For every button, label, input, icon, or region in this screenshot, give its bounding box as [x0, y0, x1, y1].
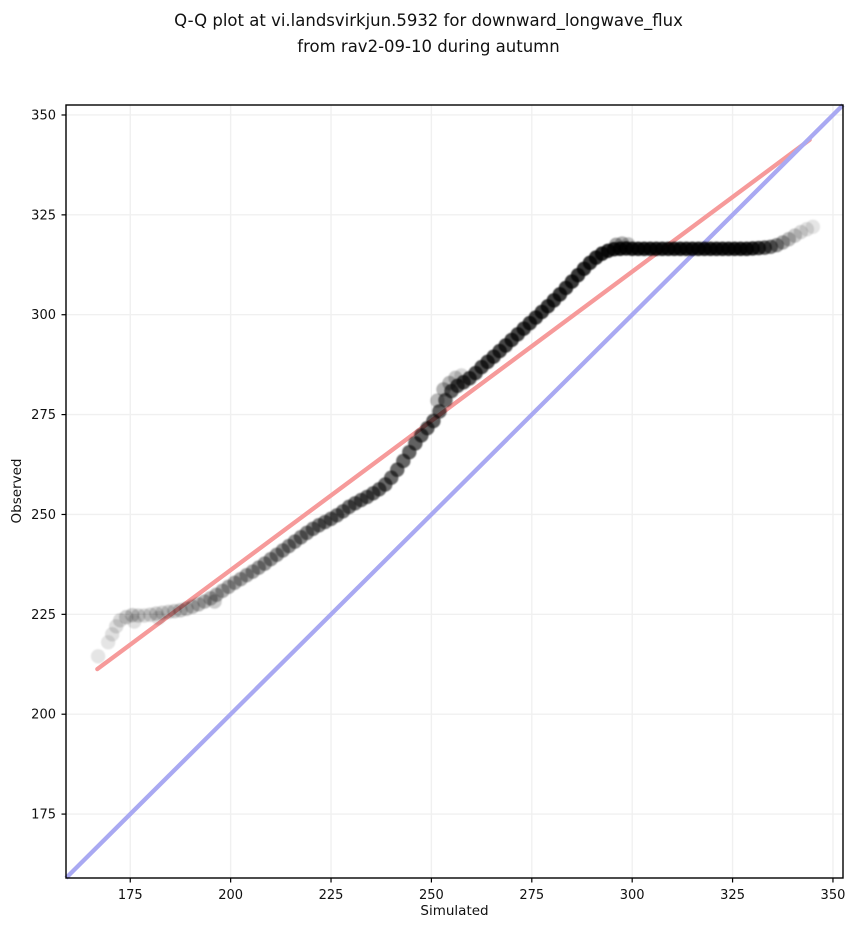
- x-tick-label-350: 350: [821, 888, 846, 903]
- chart-title: Q-Q plot at vi.landsvirkjun.5932 for dow…: [0, 8, 857, 60]
- y-tick-label-350: 350: [31, 108, 56, 123]
- x-tick-label-200: 200: [218, 888, 243, 903]
- y-tick-label-250: 250: [31, 508, 56, 523]
- scatter-point: [432, 404, 447, 419]
- y-tick-label-275: 275: [31, 408, 56, 423]
- y-tick-label-200: 200: [31, 708, 56, 723]
- x-tick-label-275: 275: [519, 888, 544, 903]
- y-axis-label: Observed: [9, 458, 25, 524]
- axis-layer: 175 200 225 250 275 300 325 350 175 200 225 250 275 3…: [31, 104, 846, 903]
- chart-title-line2: from rav2-09-10 during autumn: [297, 37, 560, 56]
- x-tick-label-325: 325: [720, 888, 745, 903]
- chart-title-line1: Q-Q plot at vi.landsvirkjun.5932 for dow…: [174, 11, 683, 30]
- y-tick-label-325: 325: [31, 208, 56, 223]
- y-tick-label-300: 300: [31, 308, 56, 323]
- x-axis-label: Simulated: [420, 903, 489, 919]
- scatter-point: [90, 649, 106, 664]
- scatter-layer: [90, 219, 821, 664]
- x-tick-label-225: 225: [319, 888, 344, 903]
- x-tick-label-300: 300: [620, 888, 645, 903]
- identity-line: [64, 103, 845, 880]
- fit-line: [95, 137, 812, 672]
- y-tick-label-225: 225: [31, 608, 56, 623]
- line-layer: [64, 103, 845, 880]
- x-tick-label-175: 175: [118, 888, 143, 903]
- y-tick-label-175: 175: [31, 808, 56, 823]
- plot-border: [65, 104, 844, 879]
- grid-layer: [66, 105, 843, 878]
- x-tick-label-250: 250: [419, 888, 444, 903]
- scatter-point: [805, 219, 821, 235]
